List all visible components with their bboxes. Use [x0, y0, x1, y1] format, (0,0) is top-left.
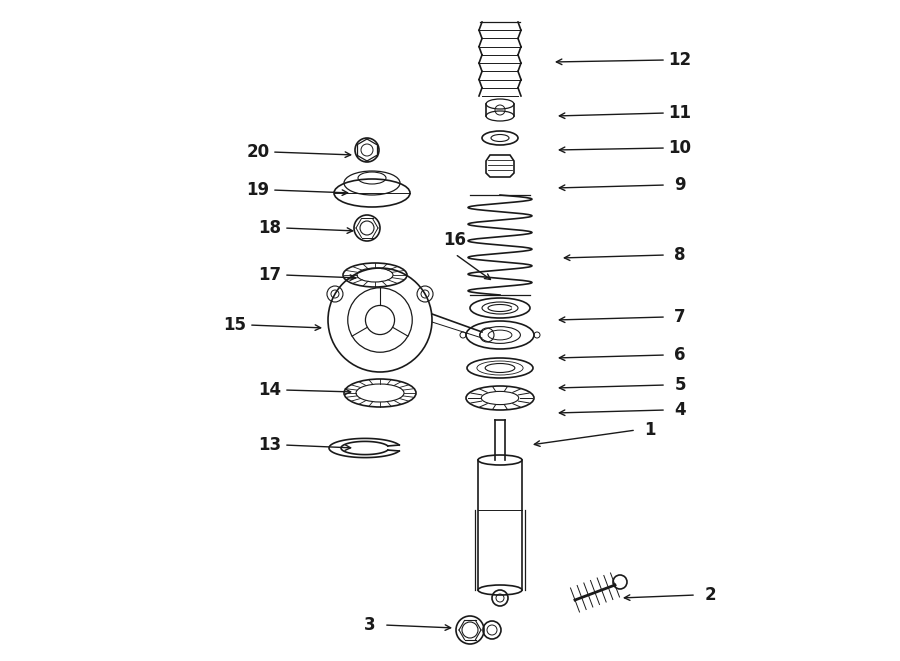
Text: 6: 6	[674, 346, 686, 364]
Text: 11: 11	[669, 104, 691, 122]
Text: 4: 4	[674, 401, 686, 419]
Text: 18: 18	[258, 219, 282, 237]
Text: 9: 9	[674, 176, 686, 194]
Text: 1: 1	[644, 421, 656, 439]
Text: 16: 16	[444, 231, 466, 249]
Text: 15: 15	[223, 316, 247, 334]
Text: 17: 17	[258, 266, 282, 284]
Text: 20: 20	[247, 143, 270, 161]
Text: 3: 3	[364, 616, 376, 634]
Text: 10: 10	[669, 139, 691, 157]
Text: 12: 12	[669, 51, 691, 69]
Text: 13: 13	[258, 436, 282, 454]
Text: 2: 2	[704, 586, 716, 604]
Text: 7: 7	[674, 308, 686, 326]
Text: 19: 19	[247, 181, 270, 199]
Text: 8: 8	[674, 246, 686, 264]
Text: 5: 5	[674, 376, 686, 394]
Text: 14: 14	[258, 381, 282, 399]
